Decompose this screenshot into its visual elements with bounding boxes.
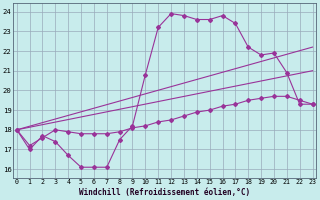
X-axis label: Windchill (Refroidissement éolien,°C): Windchill (Refroidissement éolien,°C) (79, 188, 250, 197)
